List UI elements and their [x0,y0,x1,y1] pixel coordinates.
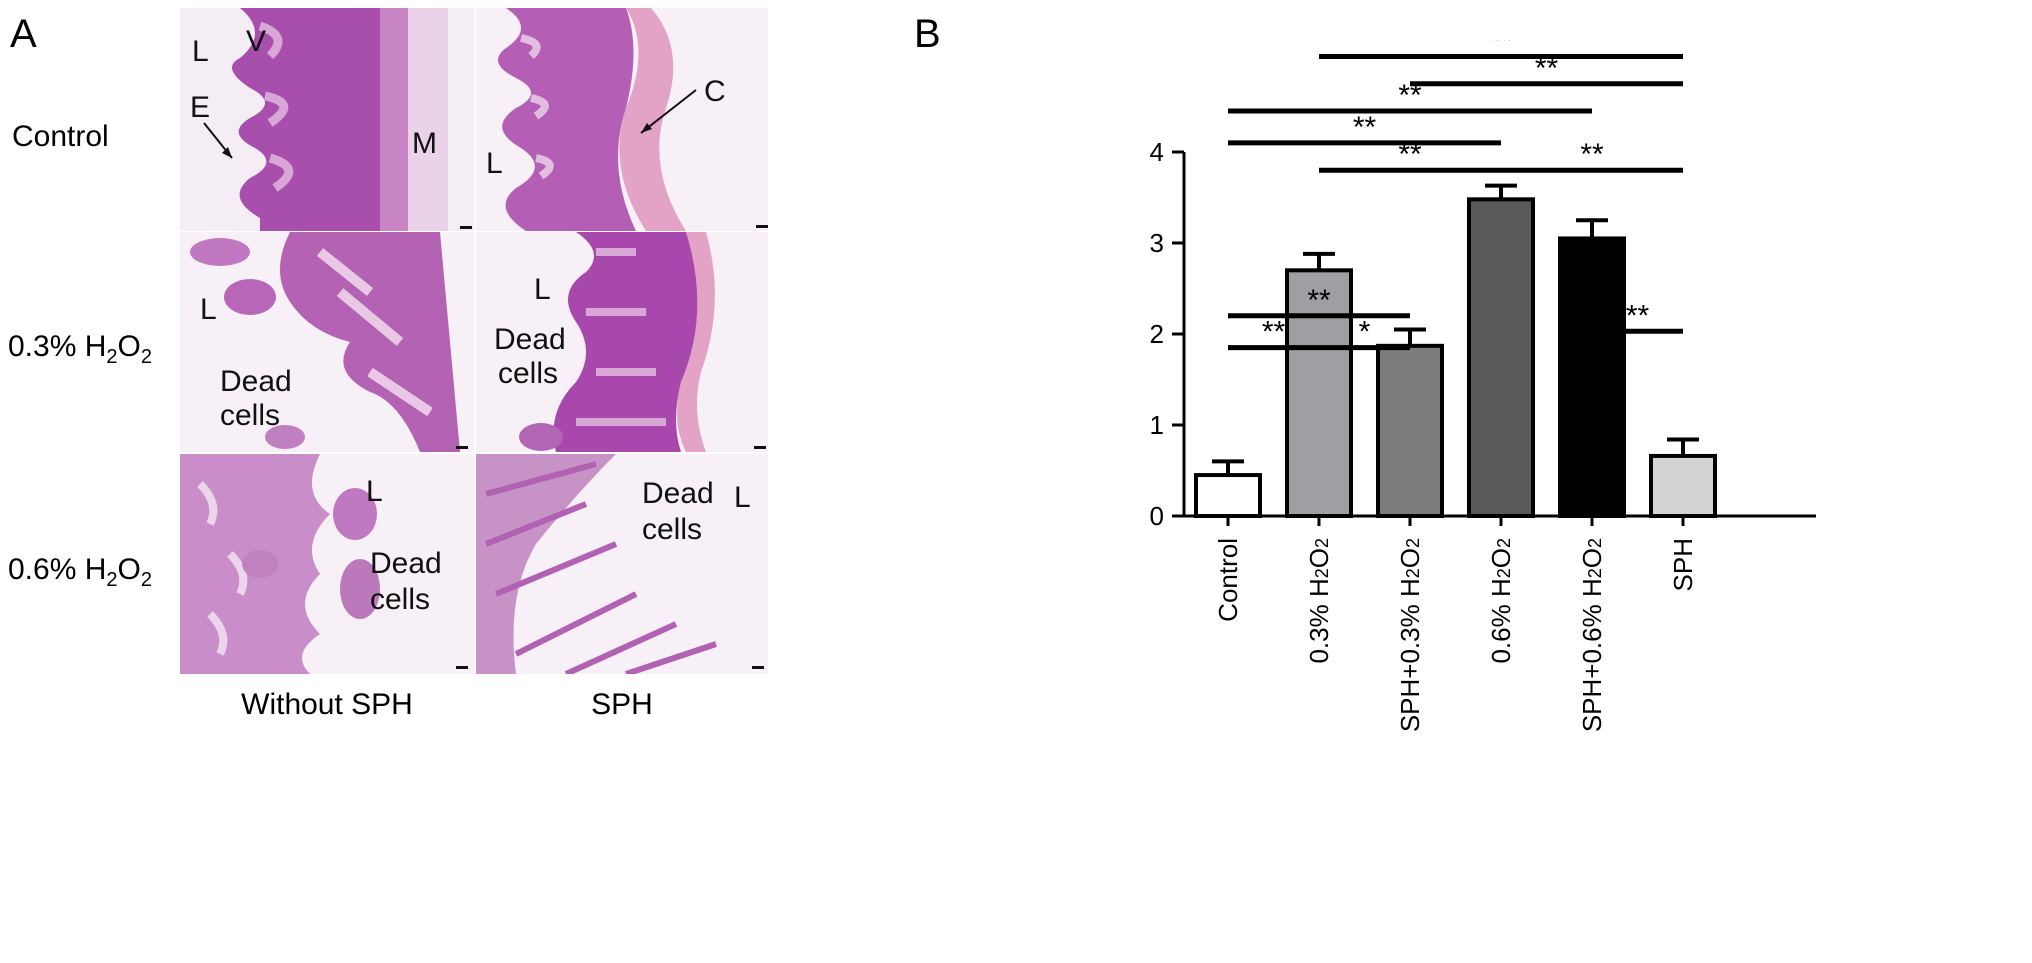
tile-label-L: L [200,293,217,326]
tile-label-L: L [734,481,751,514]
tile-label-dead: Dead [220,365,292,398]
tile-label-dead: Dead [370,547,442,580]
tile-label-C: C [704,75,726,108]
scale-bar [456,666,468,669]
tile-label-L: L [486,147,503,180]
bar [1649,453,1717,519]
tile-label-M: M [412,127,437,160]
scale-bar [756,225,768,228]
tile-label-dead: Dead [494,323,566,356]
scale-bar [754,446,766,449]
micrograph-control-without-sph: L V E M [180,8,474,231]
bar [1558,236,1626,518]
tile-label-L: L [366,475,383,508]
y-tick-label: 2 [1150,319,1164,349]
significance-label: ** [1262,316,1286,349]
significance-label: ** [1489,40,1513,57]
arrow-icon [203,122,233,159]
significance-label: ** [1626,299,1650,332]
arrow-icon [640,89,697,134]
tile-label-L: L [534,273,551,306]
tile-label-E: E [190,91,211,124]
micrograph-control-sph: C L [476,8,768,231]
micrograph-0.6-h2o2-without-sph: L Dead cells [180,454,474,674]
significance-label: ** [1307,284,1331,317]
column-label-without-sph: Without SPH [241,688,413,721]
y-tick-label: 3 [1150,228,1164,258]
x-tick-label: SPH+0.6% H2O2 [1577,538,1607,732]
significance-label: ** [1580,138,1604,171]
row-label-0.3-h2o2: 0.3% H2O2 [8,330,152,368]
bar [1376,343,1444,518]
panel-a-letter: A [10,12,37,56]
x-tick-label: SPH [1668,538,1698,591]
tile-label-V: V [246,25,267,58]
x-tick-label: Control [1213,538,1243,622]
significance-label: * [1359,316,1371,349]
scale-bar [460,226,472,229]
significance-label: ** [1398,138,1422,171]
x-tick-label: 0.6% H2O2 [1486,538,1516,664]
column-label-sph: SPH [591,688,653,721]
tile-label-L: L [192,35,209,68]
tile-label-cells: cells [498,357,559,390]
micrograph-0.3-h2o2-without-sph: L Dead cells [180,232,474,452]
y-tick-label: 1 [1150,410,1164,440]
scale-bar [456,446,468,449]
y-tick-label: 0 [1150,501,1164,531]
significance-label: ** [1398,79,1422,112]
tile-label-cells: cells [220,399,281,432]
tile-label-cells: cells [642,513,703,546]
significance-label: ** [1353,111,1377,144]
panel-b-letter: B [914,12,941,56]
row-label-control: Control [12,120,109,153]
y-tick-label: 4 [1150,137,1164,167]
row-label-0.6-h2o2: 0.6% H2O2 [8,553,152,591]
tile-label-dead: Dead [642,477,714,510]
scale-bar [752,666,764,669]
tile-label-cells: cells [370,583,431,616]
bar [1194,473,1262,518]
micrograph-0.3-h2o2-sph: L Dead cells [476,232,768,452]
bar-chart: 01234Histological grading scaleControl0.… [1150,40,1816,732]
x-tick-label: 0.3% H2O2 [1304,538,1334,664]
bar [1467,197,1535,518]
significance-label: ** [1535,52,1559,85]
x-tick-label: SPH+0.3% H2O2 [1395,538,1425,732]
micrograph-0.6-h2o2-sph: Dead cells L [476,454,768,674]
